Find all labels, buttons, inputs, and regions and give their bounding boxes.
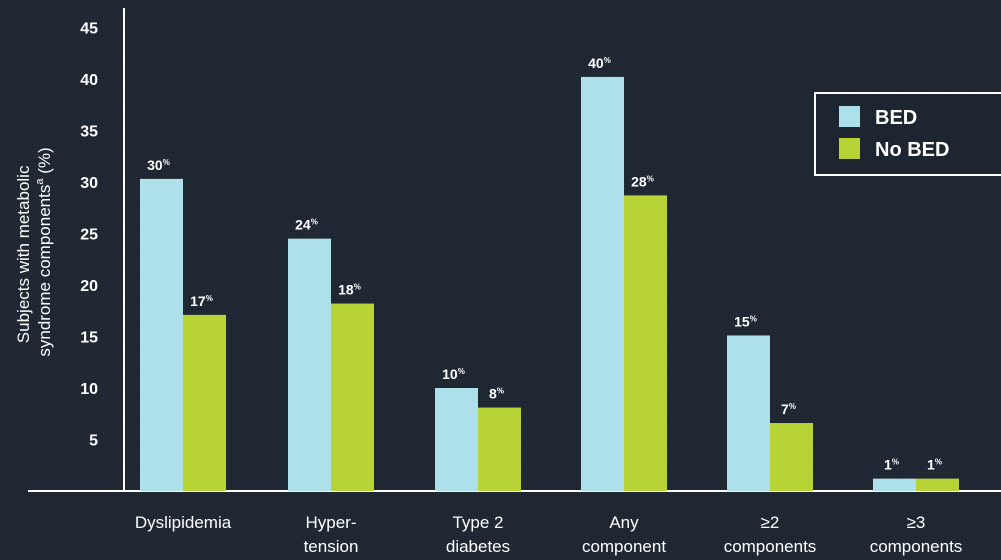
y-axis-label-line-1: Subjects with metabolic — [14, 165, 33, 343]
y-tick-label: 40 — [80, 72, 98, 89]
data-labels: 30% 17% 24% 18% 10% 8% 40% 28% 15% 7% 1% 1% — [147, 55, 942, 473]
bar-no-bed — [770, 423, 813, 491]
data-label-no-bed: 7% — [781, 401, 796, 417]
bars — [140, 76, 959, 491]
y-axis-label: Subjects with metabolic syndrome compone… — [14, 147, 54, 356]
y-tick-label: 15 — [80, 330, 98, 347]
data-label-no-bed: 18% — [338, 282, 361, 298]
category-labels: Dyslipidemia Hyper-tension Type 2 diabetes A… — [135, 513, 963, 556]
legend-label-bed: BED — [875, 107, 917, 129]
category-label: ≥3 components — [870, 513, 963, 556]
y-tick-label: 5 — [89, 433, 98, 450]
y-tick-label: 20 — [80, 278, 98, 295]
y-tick-label: 10 — [80, 381, 98, 398]
bar-no-bed — [478, 407, 521, 491]
category-label: Hyper-tension — [304, 513, 359, 556]
legend-swatch-bed — [839, 106, 860, 127]
y-tick-label: 45 — [80, 21, 98, 38]
y-axis-label-line-2: syndrome components — [35, 185, 54, 357]
data-label-bed: 40% — [588, 55, 611, 71]
data-label-bed: 10% — [442, 366, 465, 382]
data-label-no-bed: 28% — [631, 173, 654, 189]
y-axis-label-superscript: a — [34, 178, 46, 185]
category-label: Type 2 diabetes — [446, 513, 510, 556]
bar-bed — [140, 178, 183, 491]
data-label-bed: 15% — [734, 313, 757, 329]
y-axis-label-unit: (%) — [35, 147, 54, 178]
data-label-bed: 30% — [147, 157, 170, 173]
bar-bed — [435, 388, 478, 491]
legend-label-no-bed: No BED — [875, 139, 949, 161]
bar-no-bed — [916, 478, 959, 491]
y-tick-label: 30 — [80, 175, 98, 192]
category-label: Any component — [582, 513, 666, 556]
data-label-no-bed: 1% — [927, 457, 942, 473]
data-label-no-bed: 8% — [489, 386, 504, 402]
data-label-bed: 24% — [295, 217, 318, 233]
data-label-no-bed: 17% — [190, 293, 213, 309]
legend-box — [814, 92, 1001, 176]
category-label: ≥2 components — [724, 513, 817, 556]
legend-swatch-no-bed — [839, 138, 860, 159]
bar-bed — [581, 76, 624, 491]
y-tick-label: 25 — [80, 227, 98, 244]
bar-bed — [873, 478, 916, 491]
y-tick-label: 35 — [80, 124, 98, 141]
legend: BED No BED — [814, 92, 1001, 176]
bar-no-bed — [183, 314, 226, 491]
bar-bed — [288, 238, 331, 491]
bar-no-bed — [624, 195, 667, 491]
bar-bed — [727, 335, 770, 491]
bar-no-bed — [331, 303, 374, 491]
data-label-bed: 1% — [884, 457, 899, 473]
category-label: Dyslipidemia — [135, 513, 232, 532]
y-tick-labels: 5 10 15 20 25 30 35 40 45 — [80, 21, 98, 450]
